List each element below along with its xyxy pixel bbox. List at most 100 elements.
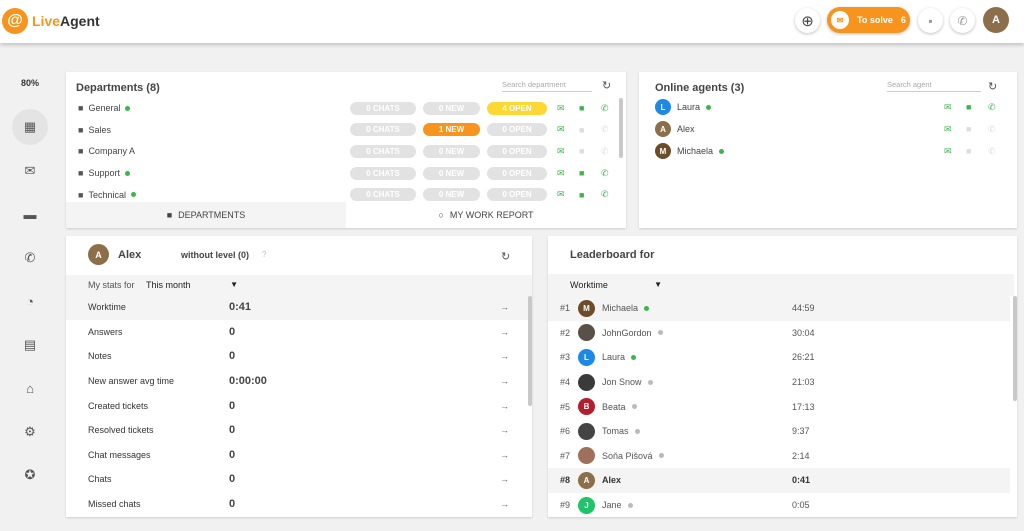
arrow-right-icon[interactable]: → bbox=[500, 400, 509, 411]
chats-badge[interactable]: 0 CHATS bbox=[350, 144, 416, 158]
stat-row[interactable]: Missed chats 0 → bbox=[66, 492, 532, 517]
new-badge[interactable]: 0 NEW bbox=[423, 144, 480, 158]
mail-icon[interactable]: ✉ bbox=[944, 124, 952, 134]
scrollbar[interactable] bbox=[619, 98, 623, 158]
agent-row[interactable]: M Michaela ✉ ■ ✆ bbox=[639, 143, 1017, 161]
agent-row[interactable]: A Alex ✉ ■ ✆ bbox=[639, 121, 1017, 139]
chat-icon[interactable]: ■ bbox=[579, 189, 585, 200]
refresh-icon[interactable]: ↻ bbox=[602, 80, 612, 92]
to-solve-button[interactable]: ✉ To solve 6 bbox=[827, 7, 910, 33]
chats-badge[interactable]: 0 CHATS bbox=[350, 101, 416, 115]
phone-status-button[interactable]: ✆ bbox=[950, 8, 975, 33]
leaderboard-row[interactable]: #3 L Laura 26:21 bbox=[548, 345, 1010, 370]
open-badge[interactable]: 0 OPEN bbox=[487, 166, 547, 180]
sidebar-item-contacts[interactable]: ▤ bbox=[12, 327, 48, 363]
refresh-icon[interactable]: ↻ bbox=[501, 251, 511, 263]
sidebar-item-reports[interactable]: ◔ bbox=[12, 283, 48, 319]
period-select[interactable]: This month ▼ bbox=[146, 280, 238, 290]
scrollbar[interactable] bbox=[528, 296, 532, 406]
open-badge[interactable]: 0 OPEN bbox=[487, 188, 547, 202]
mail-icon[interactable]: ✉ bbox=[944, 146, 952, 156]
search-department-input[interactable]: Search department bbox=[502, 80, 592, 92]
chat-icon[interactable]: ■ bbox=[579, 168, 585, 179]
new-badge[interactable]: 0 NEW bbox=[423, 166, 480, 180]
user-avatar[interactable]: A bbox=[983, 7, 1009, 33]
phone-icon[interactable]: ✆ bbox=[988, 102, 996, 112]
phone-icon[interactable]: ✆ bbox=[601, 145, 609, 156]
new-badge[interactable]: 0 NEW bbox=[423, 188, 480, 202]
logo[interactable]: @ LiveAgent bbox=[2, 8, 100, 34]
mail-icon[interactable]: ✉ bbox=[557, 124, 565, 135]
open-badge[interactable]: 4 OPEN bbox=[487, 101, 547, 115]
sidebar-item-settings[interactable]: ⚙ bbox=[12, 414, 48, 450]
sidebar-item-chat[interactable]: ▬ bbox=[12, 196, 48, 232]
department-row[interactable]: ■ Sales 0 CHATS 1 NEW 0 OPEN ✉ ■ ✆ bbox=[66, 119, 618, 141]
chat-icon[interactable]: ■ bbox=[579, 124, 585, 135]
agent-row[interactable]: L Laura ✉ ■ ✆ bbox=[639, 99, 1017, 117]
mail-icon[interactable]: ✉ bbox=[557, 189, 565, 200]
phone-icon[interactable]: ✆ bbox=[988, 146, 996, 156]
mail-icon[interactable]: ✉ bbox=[944, 102, 952, 112]
tab-my-work-report[interactable]: ○ MY WORK REPORT bbox=[346, 202, 626, 228]
phone-icon[interactable]: ✆ bbox=[601, 124, 609, 135]
search-agent-input[interactable]: Search agent bbox=[887, 80, 981, 92]
stat-row[interactable]: Created tickets 0 → bbox=[66, 393, 532, 418]
phone-icon[interactable]: ✆ bbox=[601, 167, 609, 178]
stat-row[interactable]: Notes 0 → bbox=[66, 344, 532, 369]
arrow-right-icon[interactable]: → bbox=[500, 449, 509, 460]
stat-row[interactable]: Resolved tickets 0 → bbox=[66, 418, 532, 443]
tab-departments[interactable]: ■ DEPARTMENTS bbox=[66, 202, 346, 228]
mail-icon[interactable]: ✉ bbox=[557, 102, 565, 113]
arrow-right-icon[interactable]: → bbox=[500, 302, 509, 313]
arrow-right-icon[interactable]: → bbox=[500, 351, 509, 362]
leaderboard-row[interactable]: #9 J Jane 0:05 bbox=[548, 493, 1010, 518]
chat-icon[interactable]: ■ bbox=[579, 146, 585, 157]
stat-row[interactable]: Answers 0 → bbox=[66, 320, 532, 345]
arrow-right-icon[interactable]: → bbox=[500, 326, 509, 337]
sidebar-item-dashboard[interactable]: ▦ bbox=[12, 109, 48, 145]
leaderboard-row[interactable]: #8 A Alex 0:41 bbox=[548, 468, 1010, 493]
new-badge[interactable]: 1 NEW bbox=[423, 123, 480, 137]
leaderboard-row[interactable]: #1 M Michaela 44:59 bbox=[548, 296, 1010, 321]
arrow-right-icon[interactable]: → bbox=[500, 499, 509, 510]
chat-icon[interactable]: ■ bbox=[966, 146, 972, 156]
chats-badge[interactable]: 0 CHATS bbox=[350, 188, 416, 202]
department-row[interactable]: ■ General 0 CHATS 0 NEW 4 OPEN ✉ ■ ✆ bbox=[66, 97, 618, 119]
scrollbar[interactable] bbox=[1013, 296, 1017, 401]
chats-badge[interactable]: 0 CHATS bbox=[350, 166, 416, 180]
leaderboard-row[interactable]: #7 Soňa Pišová 2:14 bbox=[548, 444, 1010, 469]
arrow-right-icon[interactable]: → bbox=[500, 425, 509, 436]
add-button[interactable]: ⊕ bbox=[795, 8, 820, 33]
help-icon[interactable]: ? bbox=[262, 250, 267, 259]
refresh-icon[interactable]: ↻ bbox=[988, 81, 998, 93]
arrow-right-icon[interactable]: → bbox=[500, 474, 509, 485]
open-badge[interactable]: 0 OPEN bbox=[487, 144, 547, 158]
department-row[interactable]: ■ Company A 0 CHATS 0 NEW 0 OPEN ✉ ■ ✆ bbox=[66, 140, 618, 162]
leaderboard-row[interactable]: #5 B Beata 17:13 bbox=[548, 394, 1010, 419]
stat-row[interactable]: Worktime 0:41 → bbox=[66, 295, 532, 320]
metric-select[interactable]: Worktime ▼ bbox=[570, 280, 662, 290]
sidebar-item-phone[interactable]: ✆ bbox=[12, 240, 48, 276]
sidebar-item-mail[interactable]: ✉ bbox=[12, 153, 48, 189]
department-row[interactable]: ■ Support 0 CHATS 0 NEW 0 OPEN ✉ ■ ✆ bbox=[66, 162, 618, 184]
phone-icon[interactable]: ✆ bbox=[601, 102, 609, 113]
chat-status-button[interactable]: ▪ bbox=[918, 8, 943, 33]
chat-icon[interactable]: ■ bbox=[966, 124, 972, 134]
new-badge[interactable]: 0 NEW bbox=[423, 101, 480, 115]
sidebar-item-bank[interactable]: ⌂ bbox=[12, 370, 48, 406]
open-badge[interactable]: 0 OPEN bbox=[487, 123, 547, 137]
chats-badge[interactable]: 0 CHATS bbox=[350, 123, 416, 137]
chat-icon[interactable]: ■ bbox=[579, 103, 585, 113]
phone-icon[interactable]: ✆ bbox=[988, 124, 996, 134]
sidebar-item-star[interactable]: ✪ bbox=[12, 457, 48, 493]
department-row[interactable]: ■ Technical 0 CHATS 0 NEW 0 OPEN ✉ ■ ✆ bbox=[66, 184, 618, 206]
phone-icon[interactable]: ✆ bbox=[601, 189, 609, 200]
mail-icon[interactable]: ✉ bbox=[557, 167, 565, 178]
leaderboard-row[interactable]: #2 JohnGordon 30:04 bbox=[548, 321, 1010, 346]
chat-icon[interactable]: ■ bbox=[966, 102, 972, 112]
leaderboard-row[interactable]: #4 Jon Snow 21:03 bbox=[548, 370, 1010, 395]
arrow-right-icon[interactable]: → bbox=[500, 376, 509, 387]
stat-row[interactable]: Chat messages 0 → bbox=[66, 443, 532, 468]
leaderboard-row[interactable]: #6 Tomas 9:37 bbox=[548, 419, 1010, 444]
stat-row[interactable]: Chats 0 → bbox=[66, 467, 532, 492]
